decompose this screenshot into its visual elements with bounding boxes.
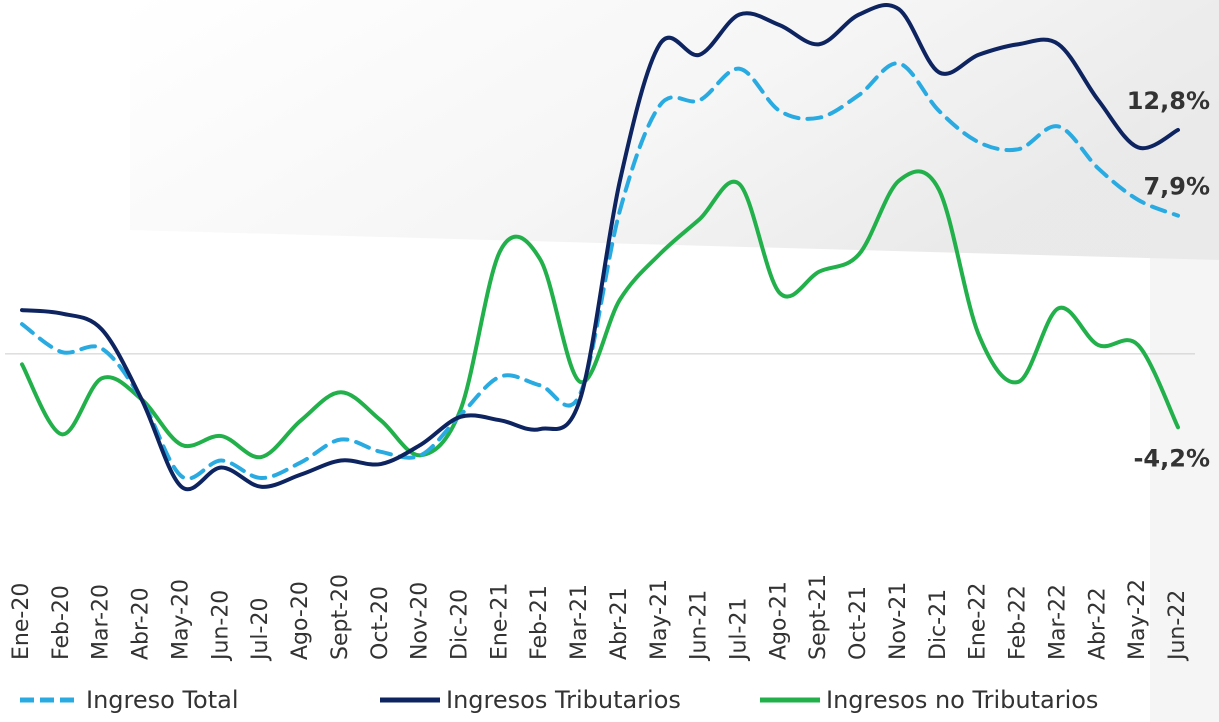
background xyxy=(130,0,1219,260)
x-tick-label: Jun-22 xyxy=(1165,590,1190,662)
x-tick-label: Oct-20 xyxy=(368,586,393,660)
series-line xyxy=(20,3,1180,492)
x-tick-label: Feb-22 xyxy=(1006,585,1031,660)
x-tick-label: May-20 xyxy=(168,579,193,660)
x-tick-label: Nov-20 xyxy=(408,582,433,660)
x-tick-label: Sept-20 xyxy=(328,574,353,660)
x-tick-label: Ene-21 xyxy=(487,583,512,660)
series-line xyxy=(20,169,1180,460)
x-tick-label: Dic-21 xyxy=(926,589,951,660)
x-tick-label: Oct-21 xyxy=(846,586,871,660)
x-tick-label: Dic-20 xyxy=(447,589,472,660)
x-tick-label: Ago-21 xyxy=(766,581,791,660)
value-label: 12,8% xyxy=(1127,87,1210,115)
value-label: 7,9% xyxy=(1143,173,1210,201)
x-tick-label: Jul-21 xyxy=(727,598,752,662)
x-tick-label: Abr-22 xyxy=(1085,587,1110,660)
background xyxy=(1150,0,1219,722)
x-tick-label: Abr-21 xyxy=(607,587,632,660)
x-tick-label: Jun-20 xyxy=(208,590,233,662)
x-tick-label: Jul-20 xyxy=(248,598,273,662)
x-tick-label: Mar-22 xyxy=(1045,584,1070,660)
x-tick-label: Mar-20 xyxy=(89,584,114,660)
x-tick-label: Mar-21 xyxy=(567,584,592,660)
x-tick-label: Nov-21 xyxy=(886,582,911,660)
x-tick-label: May-22 xyxy=(1125,579,1150,660)
legend-label: Ingresos Tributarios xyxy=(446,686,681,714)
x-tick-label: Ene-20 xyxy=(9,583,34,660)
x-tick-label: Abr-20 xyxy=(129,587,154,660)
x-tick-label: Jun-21 xyxy=(687,590,712,662)
x-tick-label: Ago-20 xyxy=(288,581,313,660)
x-tick-label: Sept-21 xyxy=(806,574,831,660)
value-label: -4,2% xyxy=(1133,444,1210,472)
x-tick-label: Feb-20 xyxy=(49,585,74,660)
legend-label: Ingreso Total xyxy=(86,686,239,714)
x-tick-label: Ene-22 xyxy=(966,583,991,660)
x-tick-label: Feb-21 xyxy=(527,585,552,660)
x-tick-label: May-21 xyxy=(647,579,672,660)
legend-label: Ingresos no Tributarios xyxy=(826,686,1098,714)
